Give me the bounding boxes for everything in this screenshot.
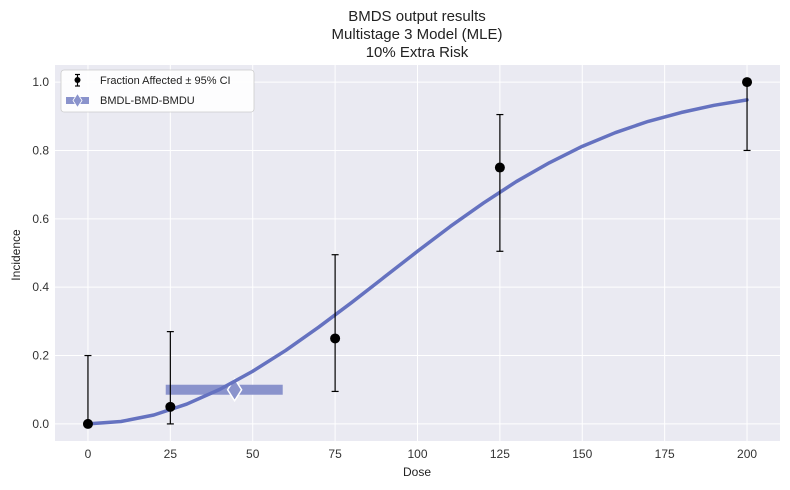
legend-label-fraction-affected: Fraction Affected ± 95% CI xyxy=(100,75,231,87)
y-tick-label: 1.0 xyxy=(32,75,49,89)
x-tick-label: 50 xyxy=(246,447,260,461)
legend-label-bmd: BMDL-BMD-BMDU xyxy=(100,95,195,107)
title-line-1: BMDS output results xyxy=(348,8,486,25)
x-tick-label: 125 xyxy=(490,447,510,461)
y-tick-label: 0.6 xyxy=(32,212,49,226)
y-tick-label: 0.4 xyxy=(32,280,49,294)
y-axis-ticks: 0.0 0.2 0.4 0.6 0.8 1.0 xyxy=(32,75,49,431)
data-point xyxy=(165,401,176,412)
error-bar xyxy=(331,254,339,393)
bmd-interval-bar xyxy=(165,384,283,395)
x-tick-label: 175 xyxy=(655,447,675,461)
x-tick-label: 75 xyxy=(328,447,342,461)
chart-title: BMDS output results Multistage 3 Model (… xyxy=(332,8,503,61)
data-point xyxy=(494,162,505,173)
data-point xyxy=(742,77,753,88)
y-tick-label: 0.2 xyxy=(32,349,49,363)
errorbar-layer xyxy=(84,81,751,425)
model-curve xyxy=(86,98,749,426)
error-bar xyxy=(496,113,504,252)
x-tick-label: 25 xyxy=(164,447,178,461)
x-tick-label: 100 xyxy=(407,447,427,461)
x-tick-label: 200 xyxy=(737,447,757,461)
data-point xyxy=(330,333,341,344)
bmd-interval-layer xyxy=(165,377,283,403)
x-axis-label: Dose xyxy=(403,465,431,479)
data-point-layer xyxy=(82,77,753,429)
legend-bmd-icon xyxy=(66,92,89,109)
y-axis-label: Incidence xyxy=(9,229,23,281)
legend-errorbar-icon xyxy=(74,73,81,87)
title-line-3: 10% Extra Risk xyxy=(366,44,469,61)
bmd-marker xyxy=(226,377,243,403)
data-point xyxy=(82,418,93,429)
legend: Fraction Affected ± 95% CI BMDL-BMD-BMDU xyxy=(60,69,255,113)
y-tick-label: 0.0 xyxy=(32,417,49,431)
x-tick-label: 150 xyxy=(572,447,592,461)
x-tick-label: 0 xyxy=(85,447,92,461)
model-curve-layer xyxy=(86,98,749,426)
y-tick-label: 0.8 xyxy=(32,143,49,157)
title-line-2: Multistage 3 Model (MLE) xyxy=(332,26,503,43)
x-axis-ticks: 0 25 50 75 100 125 150 175 200 xyxy=(85,447,758,461)
legend-box xyxy=(60,69,255,113)
